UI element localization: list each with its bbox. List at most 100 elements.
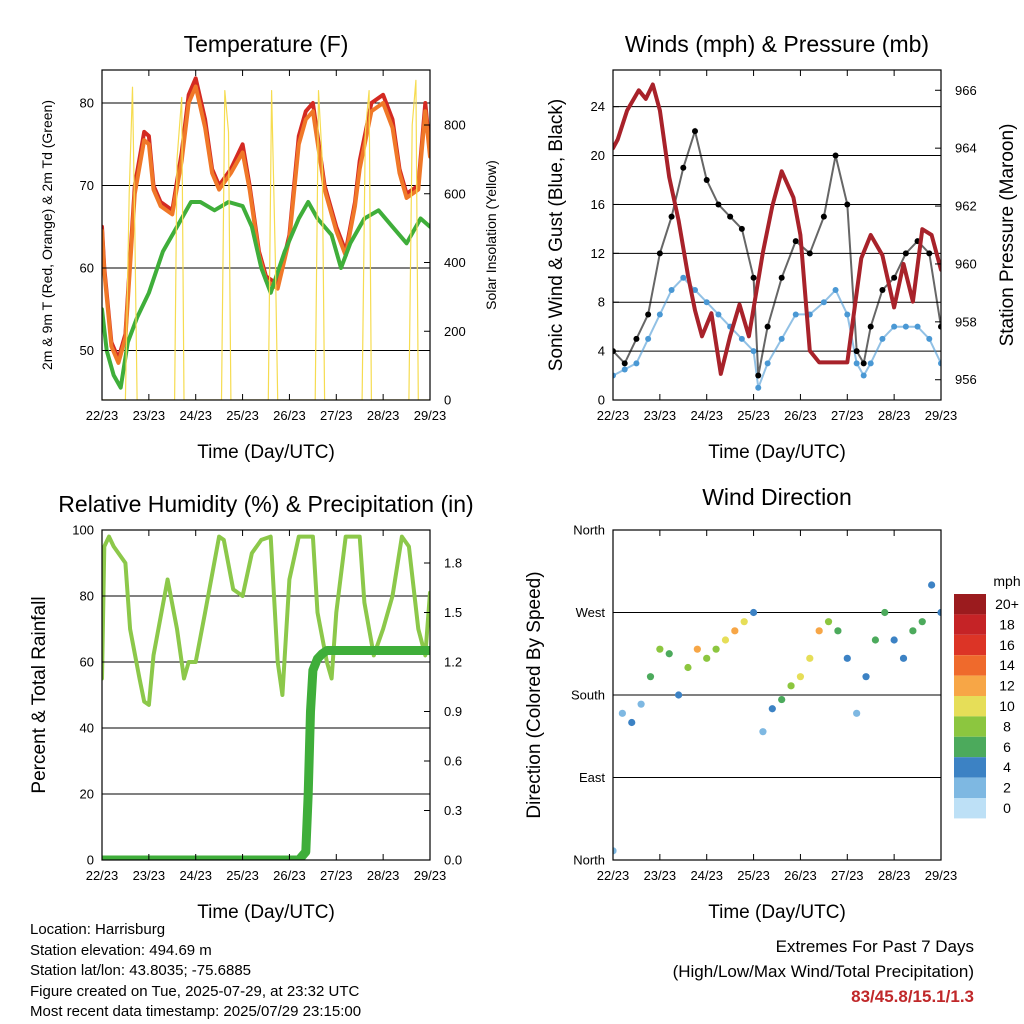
x-tick-label: 22/23 [597, 868, 630, 883]
series-line-0 [102, 534, 430, 707]
direction-point-17 [768, 705, 776, 713]
created-text: Figure created on Tue, 2025-07-29, at 23… [30, 982, 360, 1000]
chart-title: Relative Humidity (%) & Precipitation (i… [58, 491, 473, 517]
direction-point-29 [881, 608, 889, 617]
y-tick-label: 0 [87, 853, 94, 868]
x-tick-label: 27/23 [320, 408, 353, 423]
legend-swatch-2 [954, 634, 986, 656]
direction-point-21 [806, 654, 814, 662]
y2-tick-label: 800 [444, 118, 466, 133]
extremes-line1: Extremes For Past 7 Days [775, 937, 974, 956]
legend-label: 2 [1003, 780, 1011, 796]
series-group [613, 82, 941, 391]
x-tick-label: 22/23 [86, 408, 119, 423]
direction-point-13 [731, 627, 739, 635]
y2-tick-label: 0.3 [444, 803, 462, 818]
chart-title: Wind Direction [702, 484, 852, 510]
series-point-1-7 [692, 128, 698, 135]
series-group [102, 534, 430, 860]
y-tick-label: 80 [80, 589, 94, 604]
legend-label: 8 [1003, 718, 1011, 734]
plot-frame [101, 69, 431, 401]
y-tick-label: 100 [72, 523, 94, 538]
y2-tick-label: 1.8 [444, 556, 462, 571]
y-tick-label: North [573, 523, 605, 538]
panel-1: 22/23 23/23 24/23 25/23 26/23 27/23 28/23 29/23… [546, 31, 1018, 463]
y-tick-label: 0 [598, 393, 605, 408]
direction-point-14 [740, 618, 748, 626]
y-tick-label: 50 [80, 343, 94, 358]
y-tick-label: 40 [80, 721, 94, 736]
x-tick-label: 28/23 [878, 408, 911, 423]
x-tick-label: 28/23 [878, 868, 911, 883]
legend-label: 6 [1003, 739, 1011, 755]
series-point-0-11 [738, 335, 745, 342]
x-tick-label: 24/23 [690, 868, 723, 883]
x-tick-label: 23/23 [133, 868, 166, 883]
y2-axis-label: Solar Insolation (Yellow) [483, 160, 499, 310]
series-point-0-9 [715, 311, 722, 318]
x-tick-label: 28/23 [367, 408, 400, 423]
x-axis-label: Time (Day/UTC) [197, 442, 335, 463]
x-tick-label: 27/23 [831, 408, 864, 423]
panel-3: 22/23 23/23 24/23 25/23 26/23 27/23 28/23 29/23… [524, 484, 1021, 923]
y2-tick-label: 960 [955, 256, 977, 271]
direction-point-1 [618, 709, 626, 717]
x-tick-label: 27/23 [320, 868, 353, 883]
series-point-0-7 [692, 287, 698, 293]
series-point-0-3 [645, 335, 652, 342]
legend-swatch-3 [954, 655, 986, 676]
series-point-1-19 [832, 152, 839, 159]
direction-point-18 [778, 695, 786, 704]
series-group [613, 581, 941, 855]
y-tick-label: 80 [80, 96, 94, 111]
x-tick-label: 26/23 [784, 408, 817, 423]
x-tick-label: 23/23 [644, 868, 677, 883]
x-axis-label: Time (Day/UTC) [708, 442, 846, 463]
series-point-0-6 [680, 274, 687, 281]
y2-tick-label: 964 [955, 141, 977, 156]
series-point-1-9 [715, 201, 722, 208]
y-axis-label: Percent & Total Rainfall [29, 596, 50, 793]
x-tick-label: 22/23 [86, 868, 119, 883]
direction-point-8 [684, 663, 692, 672]
x-tick-label: 29/23 [414, 868, 447, 883]
legend-swatch-5 [954, 696, 986, 717]
series-point-0-22 [860, 372, 867, 379]
series-point-0-8 [703, 299, 710, 306]
legend-swatch-7 [954, 736, 986, 758]
direction-point-12 [721, 636, 730, 644]
x-axis-label: Time (Day/UTC) [708, 902, 846, 923]
direction-point-25 [843, 654, 851, 662]
y-tick-label: East [579, 770, 605, 785]
series-point-0-4 [656, 311, 663, 318]
y2-tick-label: 600 [444, 186, 466, 201]
direction-point-26 [853, 709, 861, 717]
series-point-1-5 [668, 213, 675, 220]
series-point-1-15 [778, 274, 785, 281]
extremes-box: Extremes For Past 7 Days (High/Low/Max W… [673, 934, 974, 1009]
series-point-0-26 [902, 323, 909, 330]
series-point-1-8 [703, 177, 710, 183]
panel-2: 22/23 23/23 24/23 25/23 26/23 27/23 28/23 29/23… [29, 491, 474, 923]
series-line-2 [102, 200, 430, 390]
series-point-1-23 [867, 323, 874, 330]
series-point-1-11 [738, 225, 745, 232]
y2-tick-label: 400 [444, 255, 466, 270]
y2-tick-label: 1.2 [444, 655, 462, 670]
y-tick-label: 8 [598, 295, 605, 310]
direction-point-24 [834, 627, 842, 635]
y2-tick-label: 958 [955, 314, 977, 329]
direction-point-19 [787, 682, 795, 690]
y2-tick-label: 956 [955, 372, 977, 387]
x-tick-label: 24/23 [179, 868, 212, 883]
y-tick-label: 70 [80, 178, 94, 193]
y-tick-label: West [576, 605, 606, 620]
location-text: Location: Harrisburg [30, 921, 166, 938]
series-point-0-18 [820, 299, 827, 306]
direction-point-23 [824, 618, 833, 626]
y2-tick-label: 1.5 [444, 605, 462, 620]
direction-point-35 [937, 608, 941, 617]
recent-text: Most recent data timestamp: 2025/07/29 2… [30, 1003, 362, 1020]
